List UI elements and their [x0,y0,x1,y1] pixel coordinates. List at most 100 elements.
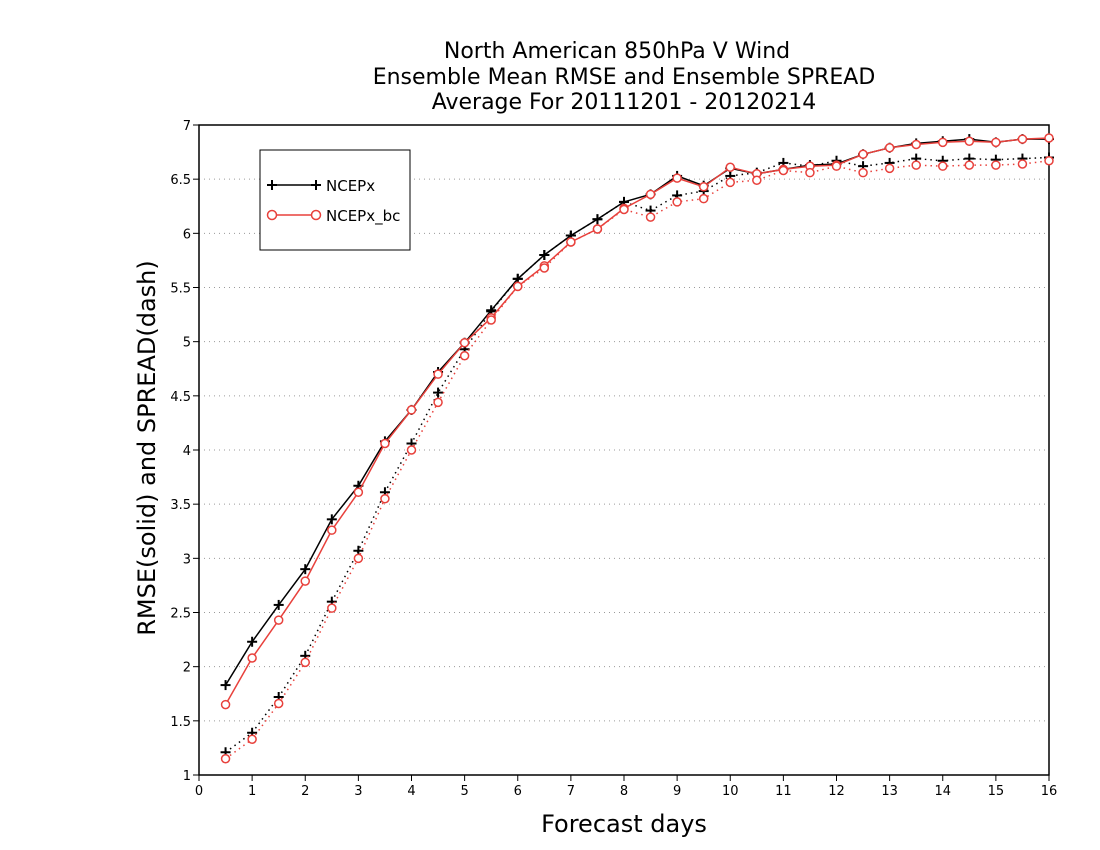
x-tick-label: 11 [775,784,792,799]
series-layer [220,133,1054,764]
data-point-ncepx-rmse [300,564,311,575]
data-point-ncepx-bc-rmse [459,338,470,348]
data-point-ncepx-bc-rmse [725,162,735,172]
x-tick-label: 15 [988,784,1005,799]
data-point-ncepx-bc-spread [805,167,815,178]
data-point-ncepx-bc-rmse [300,576,310,586]
data-point-ncepx-bc-spread [380,494,390,504]
y-axis-label: RMSE(solid) and SPREAD(dash) [133,260,161,636]
data-point-ncepx-bc-spread [459,351,470,361]
data-point-ncepx-bc-rmse [406,405,417,415]
data-point-ncepx-bc-spread [247,734,257,744]
data-point-ncepx-bc-spread [300,657,310,668]
data-point-ncepx-bc-spread [672,197,682,207]
data-point-ncepx-bc-spread [327,603,337,613]
data-point-ncepx-bc-spread [645,212,656,222]
data-point-ncepx-bc-rmse [964,136,975,146]
data-point-ncepx-bc-rmse [938,137,948,148]
legend-marker-ncepx [267,180,321,190]
x-tick-label: 3 [354,784,362,799]
data-point-ncepx-bc-spread [513,281,523,292]
data-point-ncepx-rmse [273,599,284,610]
data-point-ncepx-bc-rmse [353,487,364,497]
legend-box [259,149,411,251]
data-point-ncepx-rmse [247,636,258,647]
data-point-ncepx-bc-rmse [645,189,656,200]
data-point-ncepx-bc-spread [778,165,789,176]
data-point-ncepx-bc-spread [911,160,921,170]
data-point-ncepx-bc-rmse [884,143,895,153]
x-tick-label: 6 [514,784,522,799]
y-tick-label: 2 [183,661,191,676]
y-tick-label: 7 [183,119,191,134]
x-tick-label: 13 [881,784,898,799]
legend-marker-ncepx-bc-right [310,209,322,221]
data-point-ncepx-bc-rmse [327,525,337,535]
data-point-ncepx-bc-spread [406,445,417,455]
data-point-ncepx-bc-rmse [911,139,921,150]
x-tick-label: 9 [673,784,681,799]
x-tick-label: 5 [460,784,468,799]
data-point-ncepx-bc-rmse [1017,134,1028,144]
x-tick-label: 7 [567,784,575,799]
x-tick-label: 16 [1041,784,1058,799]
x-tick-label: 8 [620,784,628,799]
x-axis: 0 1 2 3 4 5 6 7 8 9 10 11 12 13 14 15 16 [195,775,1057,799]
data-point-ncepx-bc-spread [619,204,629,215]
data-point-ncepx-bc-spread [273,698,284,709]
data-point-ncepx-bc-rmse [380,438,390,449]
y-tick-label: 6 [183,227,191,242]
x-tick-label: 12 [828,784,845,799]
data-point-ncepx-bc-spread [220,754,231,764]
data-point-ncepx-bc-spread [725,177,735,188]
data-point-ncepx-rmse [326,514,337,525]
y-tick-label: 6.5 [170,173,191,188]
x-tick-label: 2 [301,784,309,799]
data-point-ncepx-bc-spread [433,397,443,408]
data-point-ncepx-bc-spread [752,175,762,185]
data-point-ncepx-bc-spread [698,193,709,204]
grid-lines [199,178,1049,722]
data-point-ncepx-bc-rmse [991,137,1001,148]
y-tick-label: 4.5 [170,390,191,405]
data-point-ncepx-bc-spread [831,161,842,171]
chart-title-line-1: North American 850hPa V Wind [444,39,790,64]
data-point-ncepx-bc-spread [938,161,948,171]
series-ncepx-bc-spread [220,156,1054,764]
x-tick-label: 4 [407,784,415,799]
y-tick-label: 3 [183,552,191,567]
data-point-ncepx-bc-spread [539,263,550,273]
series-line-ncepx-bc-spread [225,160,1050,760]
x-tick-label: 1 [248,784,256,799]
data-point-ncepx-bc-rmse [220,699,231,710]
data-point-ncepx-bc-rmse [1044,133,1054,143]
x-tick-label: 0 [195,784,203,799]
data-point-ncepx-bc-spread [964,160,975,170]
y-tick-label: 1 [183,769,191,784]
chart-title-line-3: Average For 20111201 - 20120214 [432,90,817,115]
data-point-ncepx-bc-spread [1017,159,1028,169]
data-point-ncepx-bc-spread [353,553,364,564]
data-point-ncepx-bc-rmse [858,149,868,159]
data-point-ncepx-bc-rmse [698,182,709,192]
data-point-ncepx-bc-spread [592,224,603,234]
data-point-ncepx-spread [592,214,603,225]
y-tick-label: 3.5 [170,498,191,513]
legend-label-ncepx: NCEPx [326,177,375,195]
chart-title-line-2: Ensemble Mean RMSE and Ensemble SPREAD [373,65,876,90]
data-point-ncepx-bc-rmse [273,615,284,625]
y-tick-label: 2.5 [170,607,191,622]
y-axis: 1 1.5 2 2.5 3 3.5 4 4.5 5 5.5 6 6.5 7 [170,119,199,784]
data-point-ncepx-bc-spread [566,237,576,247]
data-point-ncepx-spread [539,250,550,260]
series-ncepx-bc-rmse [220,133,1054,710]
data-point-ncepx-spread [433,387,444,398]
legend-marker-ncepx-bc-left [266,209,278,221]
data-point-ncepx-bc-spread [858,167,868,178]
data-point-ncepx-bc-spread [1044,156,1054,166]
data-point-ncepx-bc-rmse [672,173,682,183]
x-tick-label: 14 [934,784,951,799]
data-point-ncepx-rmse [220,680,231,691]
data-point-ncepx-bc-rmse [247,653,257,663]
